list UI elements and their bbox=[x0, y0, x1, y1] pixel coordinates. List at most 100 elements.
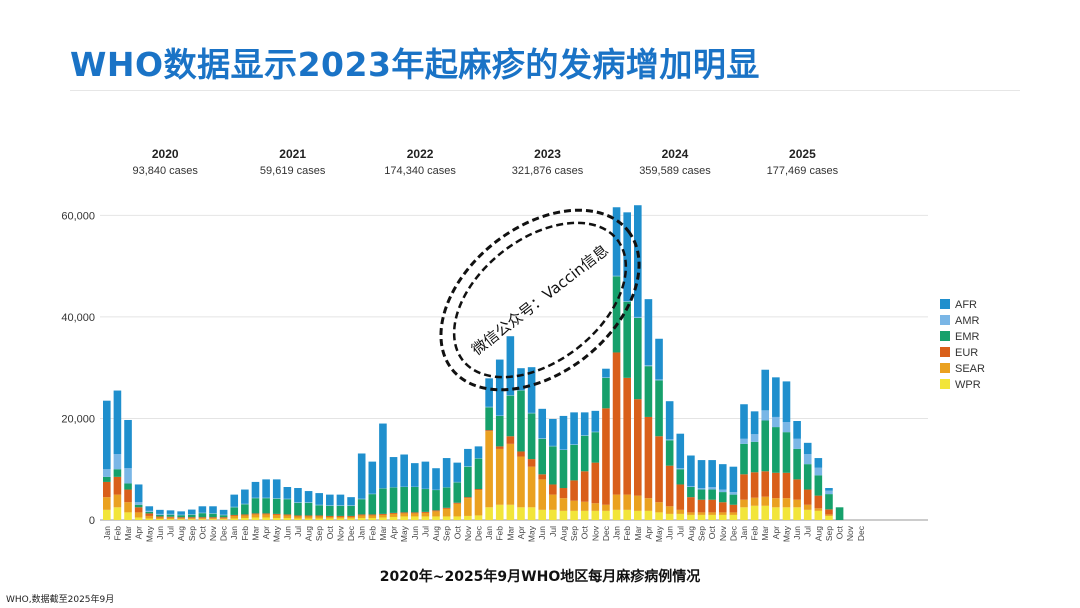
bar-segment-sear bbox=[156, 517, 164, 519]
bar-segment-wpr bbox=[634, 510, 642, 520]
bar-segment-amr bbox=[538, 438, 547, 439]
bar-segment-amr bbox=[241, 503, 249, 505]
bar-segment-sear bbox=[676, 509, 685, 514]
bar-segment-eur bbox=[219, 517, 228, 519]
bar-segment-amr bbox=[134, 502, 143, 505]
bar-segment-sear bbox=[740, 499, 748, 508]
bar-segment-eur bbox=[432, 510, 440, 512]
bar-segment-wpr bbox=[793, 507, 801, 520]
x-tick-label: Dec bbox=[346, 525, 356, 541]
y-tick-label: 40,000 bbox=[61, 312, 95, 324]
watermark-outer-ring bbox=[439, 208, 641, 392]
bar-segment-wpr bbox=[665, 513, 674, 520]
bar-segment-emr bbox=[262, 498, 270, 514]
x-tick-label: Mar bbox=[378, 526, 388, 541]
bar-segment-wpr bbox=[294, 518, 302, 520]
bar-segment-eur bbox=[272, 513, 281, 515]
bar-segment-sear bbox=[442, 508, 451, 517]
bar-segment-eur bbox=[517, 451, 525, 457]
bar-segment-afr bbox=[421, 461, 430, 489]
bar-segment-sear bbox=[825, 514, 833, 516]
bar-segment-emr bbox=[219, 515, 228, 518]
bar-segment-eur bbox=[772, 472, 780, 499]
bar-segment-eur bbox=[527, 459, 536, 467]
x-tick-label: Feb bbox=[750, 526, 760, 541]
x-tick-label: Jan bbox=[739, 526, 749, 540]
bar-segment-afr bbox=[124, 419, 132, 469]
bar-segment-eur bbox=[389, 512, 398, 514]
bar-segment-emr bbox=[506, 395, 515, 437]
bar-segment-eur bbox=[559, 488, 568, 499]
bar-segment-emr bbox=[326, 505, 334, 516]
year-case-count: 359,589 cases bbox=[639, 165, 711, 177]
bar-segment-wpr bbox=[803, 509, 812, 520]
bar-segment-amr bbox=[272, 498, 281, 499]
bar-segment-sear bbox=[687, 512, 695, 515]
bar-segment-eur bbox=[357, 514, 366, 516]
bar-segment-sear bbox=[124, 502, 132, 513]
bar-segment-afr bbox=[580, 412, 589, 436]
bar-segment-emr bbox=[124, 483, 132, 490]
bar-segment-afr bbox=[410, 463, 419, 487]
bar-segment-amr bbox=[262, 497, 270, 499]
bar-segment-amr bbox=[209, 513, 217, 514]
bar-segment-sear bbox=[347, 516, 355, 519]
y-tick-label: 60,000 bbox=[61, 210, 95, 222]
bar-segment-amr bbox=[485, 406, 493, 408]
bar-segment-sear bbox=[814, 508, 823, 511]
bar-segment-afr bbox=[549, 418, 557, 446]
bar-segment-wpr bbox=[517, 507, 525, 520]
year-label: 2021 bbox=[279, 147, 306, 161]
legend-label-amr: AMR bbox=[955, 315, 980, 327]
bar-segment-amr bbox=[326, 505, 334, 506]
bar-segment-emr bbox=[304, 502, 313, 516]
bar-segment-eur bbox=[623, 377, 631, 495]
bar-segment-wpr bbox=[570, 510, 578, 520]
bar-segment-afr bbox=[219, 509, 228, 515]
x-tick-label: Mar bbox=[633, 526, 643, 541]
bar-segment-eur bbox=[580, 471, 589, 502]
bar-segment-afr bbox=[570, 412, 578, 445]
bar-segment-wpr bbox=[113, 507, 122, 520]
bar-segment-wpr bbox=[432, 516, 440, 520]
bar-segment-amr bbox=[549, 445, 557, 447]
bar-segment-wpr bbox=[761, 505, 770, 520]
bar-segment-emr bbox=[379, 488, 387, 514]
bar-segment-emr bbox=[315, 505, 323, 516]
bar-segment-afr bbox=[145, 506, 154, 511]
year-label: 2024 bbox=[662, 147, 689, 161]
bar-segment-emr bbox=[145, 511, 154, 514]
x-tick-label: Mar bbox=[505, 526, 515, 541]
bar-segment-emr bbox=[803, 464, 812, 490]
bar-segment-wpr bbox=[644, 510, 653, 520]
bar-segment-afr bbox=[517, 368, 525, 391]
bar-segment-sear bbox=[294, 516, 302, 519]
bar-segment-afr bbox=[198, 506, 207, 513]
bar-segment-wpr bbox=[336, 518, 345, 520]
bar-segment-emr bbox=[814, 475, 823, 496]
x-tick-label: Jun bbox=[792, 526, 802, 540]
bar-segment-amr bbox=[347, 505, 355, 506]
bar-segment-wpr bbox=[315, 518, 323, 520]
bar-segment-wpr bbox=[145, 518, 154, 520]
bar-segment-amr bbox=[464, 466, 472, 467]
bar-segment-wpr bbox=[655, 512, 663, 520]
bar-segment-eur bbox=[166, 516, 175, 518]
x-tick-label: Mar bbox=[123, 526, 133, 541]
year-label: 2023 bbox=[534, 147, 561, 161]
bar-segment-afr bbox=[729, 466, 738, 493]
bar-segment-afr bbox=[474, 446, 483, 459]
bar-segment-amr bbox=[389, 487, 398, 488]
x-tick-label: Aug bbox=[176, 526, 186, 541]
bar-segment-amr bbox=[198, 512, 207, 514]
x-tick-label: Jul bbox=[293, 526, 303, 537]
bar-segment-wpr bbox=[591, 510, 600, 520]
bar-segment-amr bbox=[559, 449, 568, 450]
y-tick-label: 0 bbox=[89, 515, 95, 527]
bar-segment-eur bbox=[400, 512, 408, 514]
bar-segment-afr bbox=[241, 489, 249, 504]
y-tick-label: 20,000 bbox=[61, 413, 95, 425]
bar-segment-afr bbox=[697, 460, 706, 489]
bar-segment-sear bbox=[368, 515, 377, 518]
